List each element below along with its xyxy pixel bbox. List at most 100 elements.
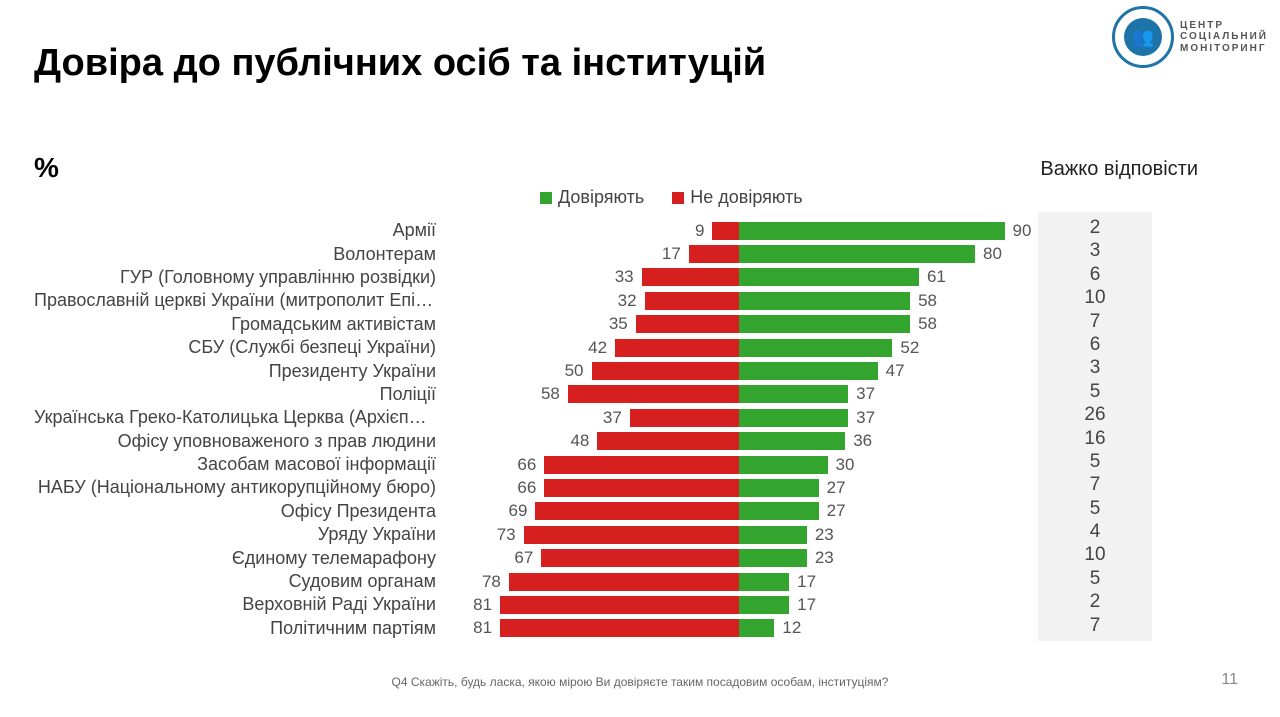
trust-bar <box>739 315 910 333</box>
dk-value: 7 <box>1038 614 1152 637</box>
bar-pair: 6630 <box>444 456 1034 474</box>
distrust-bar <box>544 456 739 474</box>
category-label: Офісу Президента <box>34 501 444 522</box>
trust-bar <box>739 292 910 310</box>
bar-pair: 3737 <box>444 409 1034 427</box>
trust-value: 17 <box>793 596 816 614</box>
trust-value: 47 <box>882 362 905 380</box>
distrust-value: 33 <box>615 268 638 286</box>
trust-value: 23 <box>811 549 834 567</box>
bar-pair: 32 58 <box>444 292 1034 310</box>
chart-row: Офісу уповноваженого з прав людини 48 36 <box>34 430 1034 453</box>
chart-row: НАБУ (Національному антикорупційному бюр… <box>34 476 1034 499</box>
trust-value: 52 <box>896 339 919 357</box>
category-label: Офісу уповноваженого з прав людини <box>34 431 444 452</box>
trust-bar <box>739 479 819 497</box>
trust-bar <box>739 619 774 637</box>
distrust-value: 66 <box>517 456 540 474</box>
distrust-value: 17 <box>662 245 685 263</box>
trust-value: 23 <box>811 526 834 544</box>
dk-value: 5 <box>1038 567 1152 590</box>
trust-bar <box>739 362 878 380</box>
chart-row: Єдиному телемарафону 67 23 <box>34 546 1034 569</box>
dk-value: 2 <box>1038 590 1152 613</box>
trust-bar <box>739 409 848 427</box>
distrust-value: 9 <box>695 222 708 240</box>
trust-value: 27 <box>823 479 846 497</box>
distrust-value: 81 <box>473 619 496 637</box>
dk-value: 6 <box>1038 263 1152 286</box>
category-label: Громадським активістам <box>34 314 444 335</box>
trust-bar <box>739 456 828 474</box>
distrust-value: 58 <box>541 385 564 403</box>
trust-bar <box>739 268 919 286</box>
bar-pair: 81 12 <box>444 619 1034 637</box>
logo-icon: 👥 <box>1112 6 1174 68</box>
bar-pair: 33 61 <box>444 268 1034 286</box>
trust-value: 37 <box>852 385 875 403</box>
chart-row: ГУР (Головному управлінню розвідки)3361 <box>34 266 1034 289</box>
dk-column-header: Важко відповісти <box>1040 158 1198 181</box>
distrust-value: 67 <box>514 549 537 567</box>
category-label: Засобам масової інформації <box>34 454 444 475</box>
distrust-value: 73 <box>497 526 520 544</box>
dk-value: 7 <box>1038 310 1152 333</box>
distrust-value: 48 <box>570 432 593 450</box>
trust-value: 36 <box>849 432 872 450</box>
distrust-bar <box>509 573 739 591</box>
distrust-bar <box>568 385 739 403</box>
trust-bar <box>739 339 892 357</box>
bar-pair: 6627 <box>444 479 1034 497</box>
chart-row: Армії990 <box>34 219 1034 242</box>
category-label: Православній церкві України (митрополит … <box>34 290 444 311</box>
category-label: Президенту України <box>34 361 444 382</box>
diverging-bar-chart: Армії990Волонтерам1780ГУР (Головному упр… <box>34 219 1034 640</box>
distrust-bar <box>712 222 739 240</box>
chart-row: Офісу Президента6927 <box>34 500 1034 523</box>
distrust-bar <box>642 268 739 286</box>
trust-value: 12 <box>778 619 801 637</box>
distrust-bar <box>689 245 739 263</box>
trust-bar <box>739 245 975 263</box>
bar-pair: 1780 <box>444 245 1034 263</box>
bar-pair: 73 23 <box>444 526 1034 544</box>
chart-row: Політичним партіям 81 12 <box>34 617 1034 640</box>
trust-bar <box>739 549 807 567</box>
dk-value: 26 <box>1038 403 1152 426</box>
chart-row: Верховній Раді України 81 17 <box>34 593 1034 616</box>
category-label: Поліції <box>34 384 444 405</box>
category-label: Українська Греко-Католицька Церква (Архі… <box>34 407 444 428</box>
percent-symbol: % <box>34 152 59 184</box>
bar-pair: 81 17 <box>444 596 1034 614</box>
trust-value: 27 <box>823 502 846 520</box>
distrust-bar <box>541 549 739 567</box>
distrust-value: 32 <box>618 292 641 310</box>
trust-bar <box>739 432 845 450</box>
bar-pair: 6927 <box>444 502 1034 520</box>
bar-pair: 67 23 <box>444 549 1034 567</box>
distrust-bar <box>592 362 740 380</box>
dk-value: 3 <box>1038 356 1152 379</box>
dk-value: 4 <box>1038 520 1152 543</box>
distrust-value: 78 <box>482 573 505 591</box>
bar-pair: 990 <box>444 222 1034 240</box>
category-label: Верховній Раді України <box>34 594 444 615</box>
trust-value: 61 <box>923 268 946 286</box>
legend-trust-swatch <box>540 192 552 204</box>
distrust-bar <box>544 479 739 497</box>
trust-value: 37 <box>852 409 875 427</box>
chart-row: Волонтерам1780 <box>34 242 1034 265</box>
chart-row: Засобам масової інформації6630 <box>34 453 1034 476</box>
chart-row: Православній церкві України (митрополит … <box>34 289 1034 312</box>
dk-value: 2 <box>1038 216 1152 239</box>
category-label: Єдиному телемарафону <box>34 548 444 569</box>
distrust-bar <box>630 409 739 427</box>
category-label: Політичним партіям <box>34 618 444 639</box>
legend-trust: Довіряють <box>540 187 644 208</box>
trust-value: 17 <box>793 573 816 591</box>
chart-row: Громадським активістам3558 <box>34 313 1034 336</box>
bar-pair: 48 36 <box>444 432 1034 450</box>
trust-value: 58 <box>914 292 937 310</box>
distrust-value: 81 <box>473 596 496 614</box>
bar-pair: 5047 <box>444 362 1034 380</box>
